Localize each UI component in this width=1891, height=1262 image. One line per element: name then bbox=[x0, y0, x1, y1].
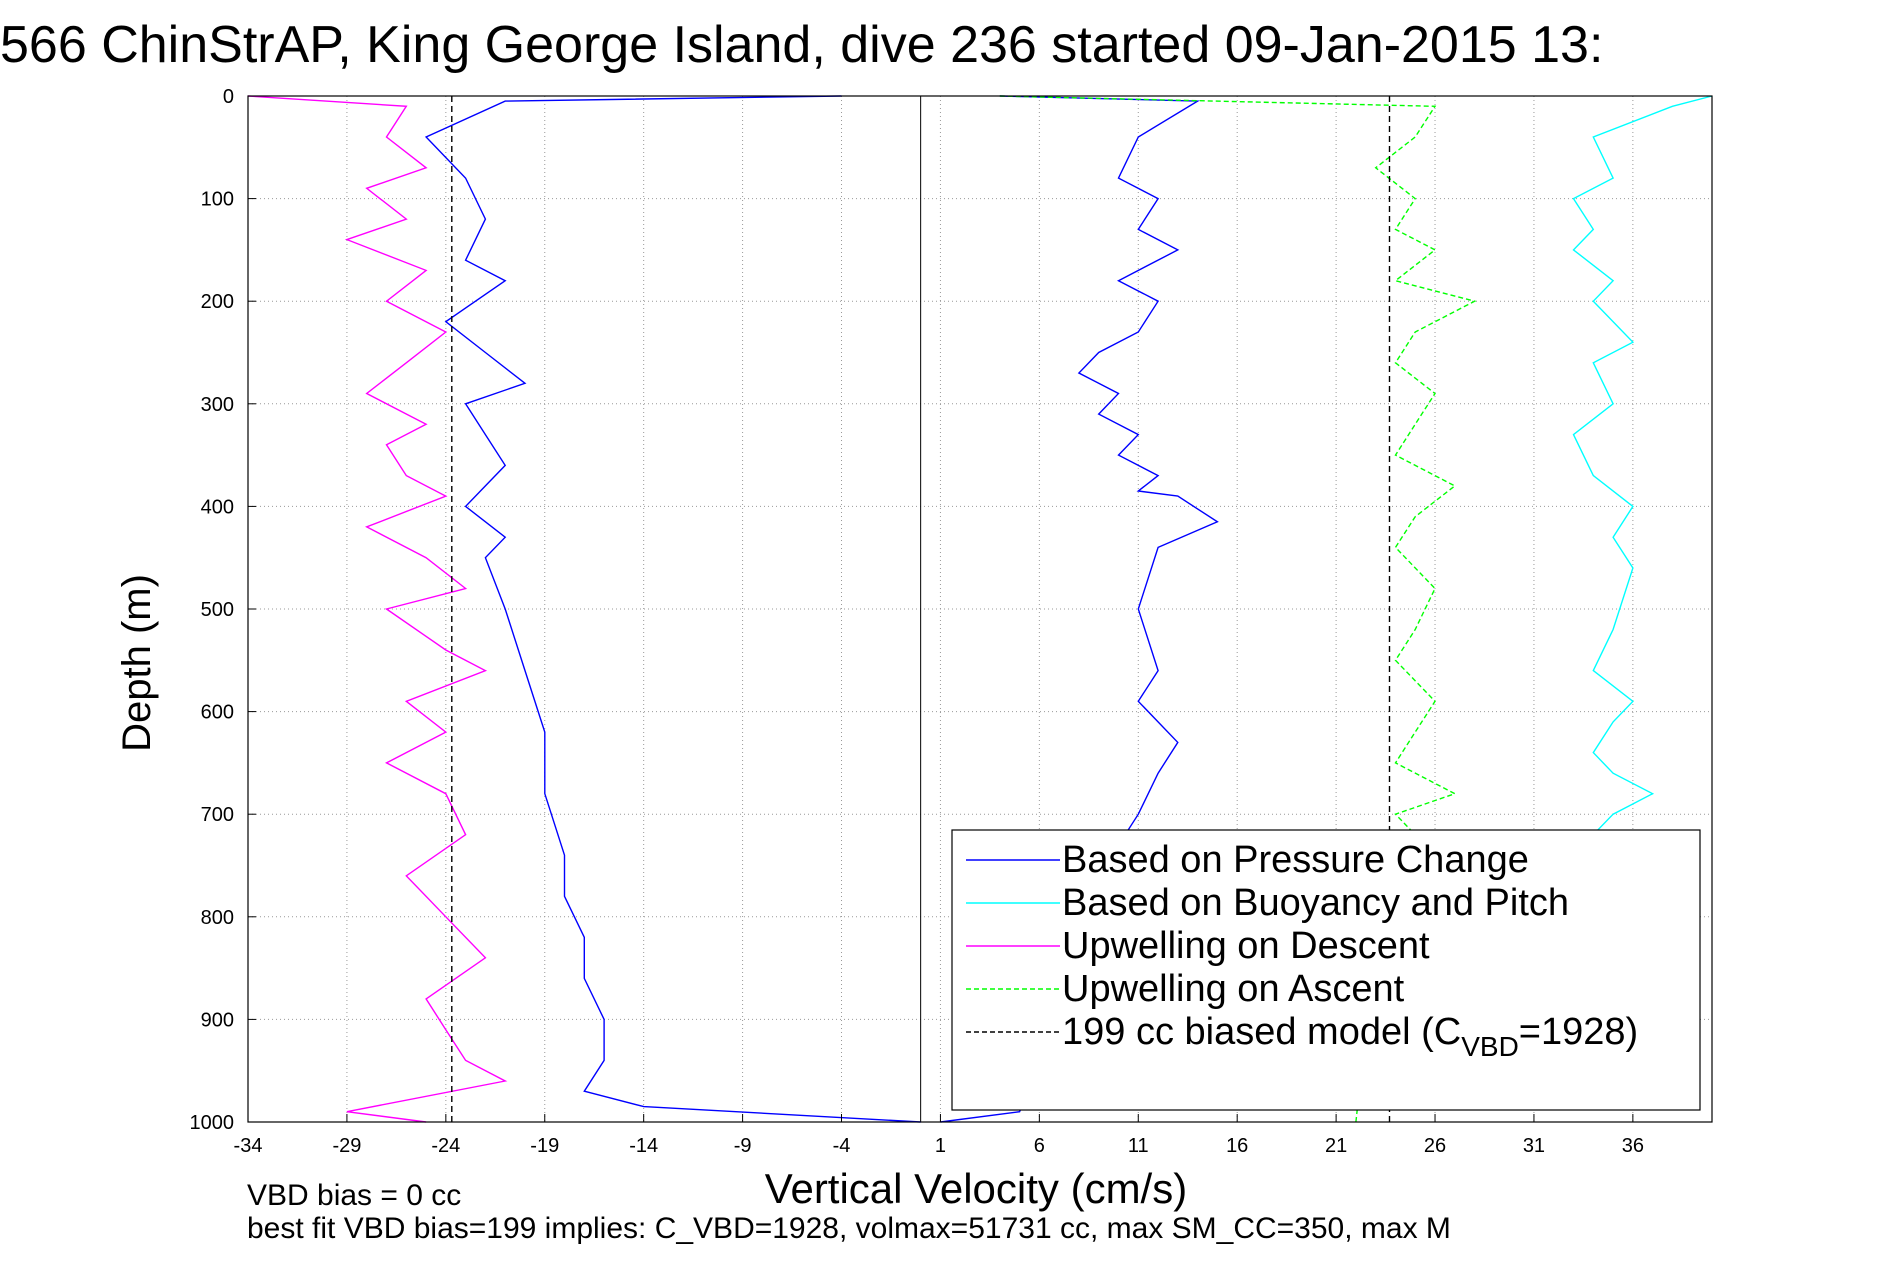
axis-ticks: -34 -29 -24 -19 -14 -9 -4 1 6 11 16 21 26 31 360100200… bbox=[190, 86, 1644, 1157]
series-pressure_descent bbox=[424, 95, 921, 1123]
legend-label: Based on Buoyancy and Pitch bbox=[1062, 882, 1569, 924]
x-tick-label: 21 bbox=[1325, 1135, 1347, 1157]
legend-box bbox=[951, 829, 1701, 1111]
series-buoyancy_pitch bbox=[1572, 95, 1713, 897]
x-tick-label: 1 bbox=[935, 1135, 946, 1157]
y-axis-label: Depth (m) bbox=[115, 574, 159, 752]
y-tick-label: 600 bbox=[201, 702, 234, 724]
x-tick-label: -29 bbox=[332, 1135, 361, 1157]
vbd-bias-note: VBD bias = 0 cc bbox=[247, 1179, 461, 1212]
y-tick-label: 900 bbox=[201, 1009, 234, 1031]
grid bbox=[248, 96, 1712, 1122]
chart-title: 566 ChinStrAP, King George Island, dive … bbox=[0, 16, 1603, 74]
x-axis-label: Vertical Velocity (cm/s) bbox=[765, 1165, 1187, 1212]
x-tick-label: -19 bbox=[530, 1135, 559, 1157]
x-tick-label: -4 bbox=[833, 1135, 851, 1157]
x-tick-label: -34 bbox=[234, 1135, 263, 1157]
series-pressure_ascent bbox=[940, 95, 1219, 1123]
legend-label: Based on Pressure Change bbox=[1062, 839, 1529, 881]
x-tick-label: -9 bbox=[734, 1135, 752, 1157]
y-tick-label: 100 bbox=[201, 189, 234, 211]
y-tick-label: 1000 bbox=[190, 1112, 235, 1134]
y-tick-label: 0 bbox=[223, 86, 234, 108]
x-tick-label: 6 bbox=[1034, 1135, 1045, 1157]
y-tick-label: 700 bbox=[201, 804, 234, 826]
y-tick-label: 400 bbox=[201, 496, 234, 518]
x-tick-label: -24 bbox=[431, 1135, 460, 1157]
legend-label: Upwelling on Descent bbox=[1062, 925, 1430, 967]
x-tick-label: 31 bbox=[1523, 1135, 1545, 1157]
y-tick-label: 200 bbox=[201, 291, 234, 313]
x-tick-label: -14 bbox=[629, 1135, 658, 1157]
legend-label: Upwelling on Ascent bbox=[1062, 968, 1405, 1010]
y-tick-label: 500 bbox=[201, 599, 234, 621]
x-tick-label: 26 bbox=[1424, 1135, 1446, 1157]
x-tick-label: 11 bbox=[1128, 1135, 1149, 1157]
x-tick-label: 16 bbox=[1226, 1135, 1248, 1157]
y-tick-label: 800 bbox=[201, 907, 234, 929]
series-upwelling_ascent bbox=[999, 95, 1477, 1123]
series-upwelling_descent bbox=[247, 95, 508, 1123]
best-fit-note: best fit VBD bias=199 implies: C_VBD=192… bbox=[247, 1212, 1451, 1245]
y-tick-label: 300 bbox=[201, 394, 234, 416]
x-tick-label: 36 bbox=[1622, 1135, 1644, 1157]
